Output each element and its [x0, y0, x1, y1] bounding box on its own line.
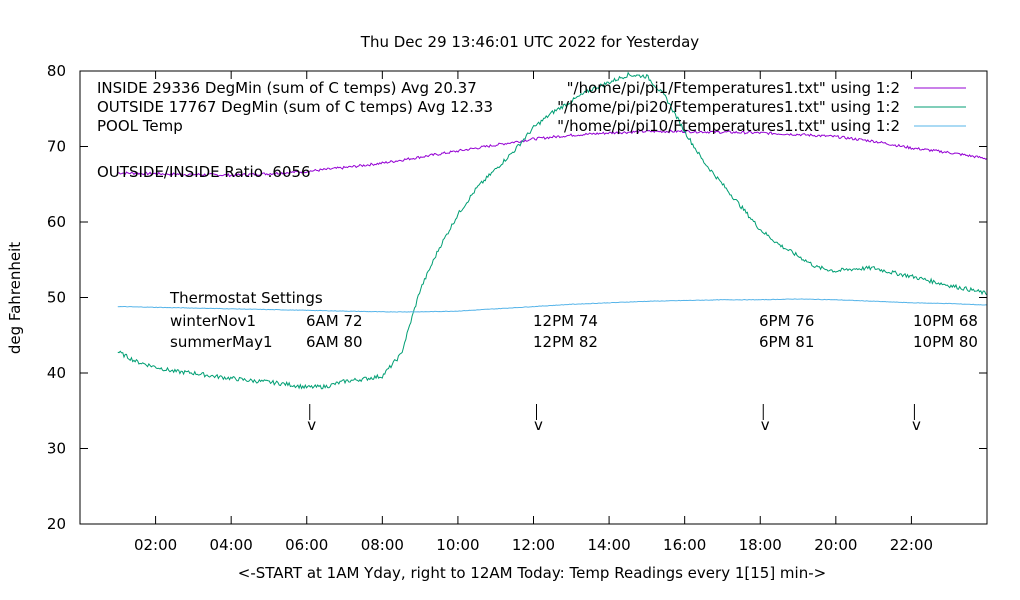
schedule-setting: 6AM 80: [306, 333, 363, 351]
y-tick-label: 20: [47, 515, 66, 533]
series-line-3: [117, 298, 988, 313]
schedule-setting: 12PM 82: [533, 333, 598, 351]
legend: INSIDE 29336 DegMin (sum of C temps) Avg…: [97, 79, 966, 135]
thermostat-title: Thermostat Settings: [169, 289, 323, 307]
y-tick-label: 30: [47, 440, 66, 458]
chart-title: Thu Dec 29 13:46:01 UTC 2022 for Yesterd…: [360, 33, 700, 51]
series-line-1: [117, 129, 988, 178]
schedule-setting: 6AM 72: [306, 312, 363, 330]
series-line-2: [117, 71, 988, 390]
legend-entry-label: "/home/pi/pi10/Ftemperatures1.txt" using…: [557, 117, 900, 135]
series-layer: [117, 71, 988, 390]
legend-entry-label: "/home/pi/pi1/Ftemperatures1.txt" using …: [567, 79, 900, 97]
schedule-setting: 6PM 76: [759, 312, 814, 330]
x-tick-label: 18:00: [739, 536, 782, 554]
legend-entry-label: "/home/pi/pi20/Ftemperatures1.txt" using…: [557, 98, 900, 116]
x-tick-label: 10:00: [436, 536, 479, 554]
marker-label: v: [534, 416, 543, 434]
schedule-setting: 10PM 80: [913, 333, 978, 351]
schedule-name: winterNov1: [170, 312, 256, 330]
plot-frame: [79, 70, 988, 525]
x-tick-label: 04:00: [210, 536, 253, 554]
x-tick-label: 08:00: [361, 536, 404, 554]
x-tick-label: 14:00: [587, 536, 630, 554]
schedule-name: summerMay1: [170, 333, 273, 351]
y-tick-label: 70: [47, 138, 66, 156]
schedule-setting: 6PM 81: [759, 333, 814, 351]
marker-label: v: [307, 416, 316, 434]
y-tick-label: 60: [47, 213, 66, 231]
legend-outside-label: OUTSIDE 17767 DegMin (sum of C temps) Av…: [97, 98, 493, 116]
y-tick-label: 50: [47, 289, 66, 307]
legend-pool-label: POOL Temp: [97, 117, 183, 135]
y-axis-label: deg Fahrenheit: [6, 242, 24, 354]
x-axis-label: <-START at 1AM Yday, right to 12AM Today…: [238, 564, 826, 582]
x-tick-label: 16:00: [663, 536, 706, 554]
y-tick-label: 80: [47, 62, 66, 80]
thermostat-table: winterNov1 6AM 72 12PM 74 6PM 76 10PM 68 summ…: [170, 312, 978, 351]
x-tick-label: 22:00: [890, 536, 933, 554]
schedule-setting: 12PM 74: [533, 312, 598, 330]
x-axis: 02:00 04:00 06:00 08:00 10:00 12:00 14:00 16:00…: [134, 71, 933, 554]
marker-label: v: [912, 416, 921, 434]
y-tick-label: 40: [47, 364, 66, 382]
legend-inside-label: INSIDE 29336 DegMin (sum of C temps) Avg…: [97, 79, 477, 97]
x-tick-label: 02:00: [134, 536, 177, 554]
x-tick-label: 06:00: [285, 536, 328, 554]
ratio-label: OUTSIDE/INSIDE Ratio .6056: [97, 163, 311, 181]
x-tick-label: 12:00: [512, 536, 555, 554]
legend-entries: "/home/pi/pi1/Ftemperatures1.txt" using …: [557, 79, 966, 135]
x-tick-label: 20:00: [814, 536, 857, 554]
marker-label: v: [761, 416, 770, 434]
schedule-setting: 10PM 68: [913, 312, 978, 330]
